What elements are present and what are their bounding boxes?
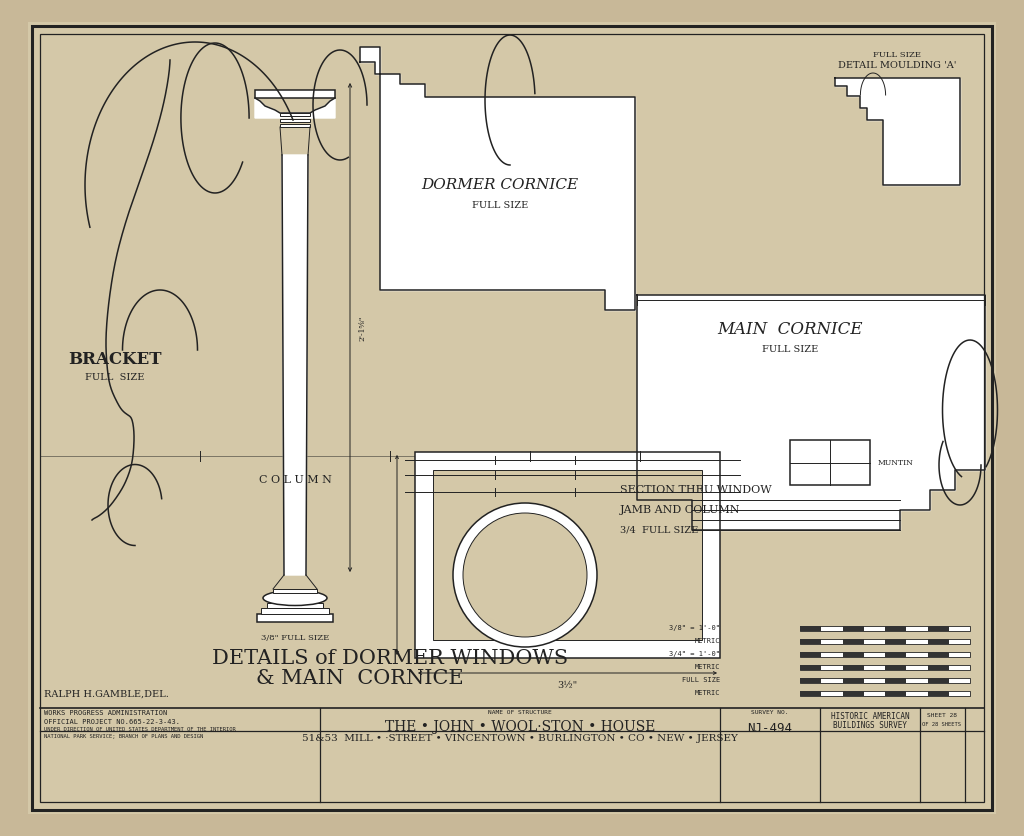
Text: OF 28 SHEETS: OF 28 SHEETS [923,722,962,727]
Text: 3/8" FULL SIZE: 3/8" FULL SIZE [261,634,329,642]
Text: WORKS PROGRESS ADMINISTRATION: WORKS PROGRESS ADMINISTRATION [44,710,167,716]
Bar [843,665,864,670]
Text: NJ-494: NJ-494 [748,722,793,735]
Bar [800,639,821,644]
Bar [800,665,970,670]
Bar [267,603,323,608]
Text: SECTION THRU WINDOW: SECTION THRU WINDOW [620,485,772,495]
Text: 2'-1⅝": 2'-1⅝" [358,316,366,341]
Text: METRIC: METRIC [694,664,720,670]
Bar [843,639,864,644]
Bar [800,651,821,656]
Text: UNDER DIRECTION OF UNITED STATES DEPARTMENT OF THE INTERIOR: UNDER DIRECTION OF UNITED STATES DEPARTM… [44,727,236,732]
Bar [928,677,949,682]
Text: THE • JOHN • WOOL·STON • HOUSE: THE • JOHN • WOOL·STON • HOUSE [385,720,655,734]
Bar [280,113,310,116]
Polygon shape [835,78,961,185]
Bar [261,608,329,614]
Text: 51&53  MILL • ·STREET • VINCENTOWN • BURLINGTON • CO • NEW • JERSEY: 51&53 MILL • ·STREET • VINCENTOWN • BURL… [302,734,738,743]
Text: 3½": 3½" [557,681,578,690]
Text: OFFICIAL PROJECT NO.665-22-3-43.: OFFICIAL PROJECT NO.665-22-3-43. [44,719,180,725]
Ellipse shape [263,590,327,605]
Bar [843,651,864,656]
Bar [415,452,720,658]
Bar [800,625,821,630]
Bar [928,625,949,630]
Text: SURVEY NO.: SURVEY NO. [752,710,788,715]
Text: DETAIL MOULDING 'A': DETAIL MOULDING 'A' [838,60,956,69]
Text: METRIC: METRIC [694,690,720,696]
Bar [800,691,821,696]
Bar [843,677,864,682]
Bar [885,691,906,696]
Polygon shape [360,47,635,310]
Bar [843,691,864,696]
Bar [885,651,906,656]
Text: FULL SIZE: FULL SIZE [472,201,528,210]
Text: 3/8" = 1'-0": 3/8" = 1'-0" [669,625,720,631]
Bar [800,639,970,644]
Bar [433,470,702,640]
Polygon shape [637,295,985,530]
Bar [273,589,317,593]
Bar [928,691,949,696]
Text: DORMER CORNICE: DORMER CORNICE [422,178,579,192]
Bar [255,90,335,98]
Bar [257,614,333,622]
Circle shape [463,513,587,637]
Bar [928,665,949,670]
Bar [885,625,906,630]
Text: RALPH H.GAMBLE,DEL.: RALPH H.GAMBLE,DEL. [44,690,169,699]
Bar [800,651,970,656]
Polygon shape [255,98,335,118]
Text: SHEET 28: SHEET 28 [927,713,957,718]
Text: C O L U M N: C O L U M N [259,475,332,485]
Text: METRIC: METRIC [694,638,720,644]
Text: FULL SIZE: FULL SIZE [762,345,818,354]
Text: DETAILS of DORMER WINDOWS: DETAILS of DORMER WINDOWS [212,649,568,667]
Circle shape [453,503,597,647]
Text: & MAIN  CORNICE: & MAIN CORNICE [256,669,464,687]
Bar [280,119,310,122]
Text: FULL  SIZE: FULL SIZE [85,374,144,383]
Bar [885,665,906,670]
Text: HISTORIC AMERICAN: HISTORIC AMERICAN [830,712,909,721]
Text: 3/4" = 1'-0": 3/4" = 1'-0" [669,651,720,657]
Polygon shape [282,155,308,575]
Bar [885,677,906,682]
Bar [800,691,970,696]
Text: MAIN  CORNICE: MAIN CORNICE [717,322,863,339]
Bar [885,639,906,644]
Text: BRACKET: BRACKET [69,351,162,369]
Text: FULL SIZE: FULL SIZE [873,51,921,59]
Bar [280,124,310,127]
Text: MUNTIN: MUNTIN [878,459,913,467]
Text: FULL SIZE: FULL SIZE [682,677,720,683]
Text: JAMB AND COLUMN: JAMB AND COLUMN [620,505,740,515]
Bar [928,651,949,656]
Text: BUILDINGS SURVEY: BUILDINGS SURVEY [833,721,907,730]
Bar [800,677,970,682]
Bar [800,665,821,670]
Bar [800,677,821,682]
Text: 3/4  FULL SIZE: 3/4 FULL SIZE [620,526,698,534]
Text: NATIONAL PARK SERVICE; BRANCH OF PLANS AND DESIGN: NATIONAL PARK SERVICE; BRANCH OF PLANS A… [44,734,203,739]
Bar [800,625,970,630]
Bar [843,625,864,630]
Text: NAME OF STRUCTURE: NAME OF STRUCTURE [488,710,552,715]
Bar [790,440,870,485]
Bar [928,639,949,644]
